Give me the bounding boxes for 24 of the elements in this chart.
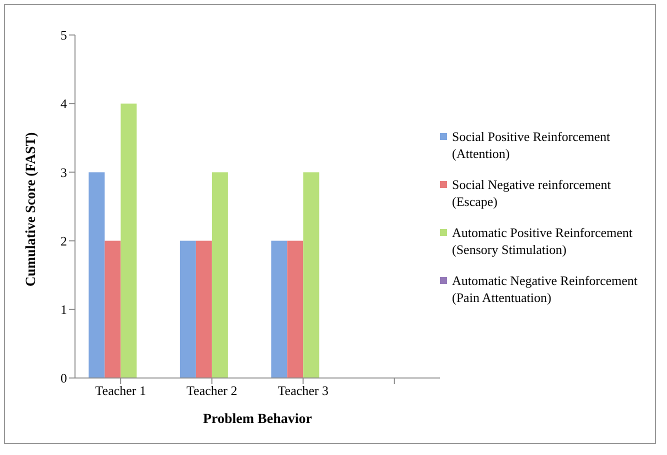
y-tick-label: 2: [60, 233, 67, 248]
y-axis-title: Cumulative Score (FAST): [24, 132, 39, 286]
bar: [88, 172, 105, 378]
bar: [212, 172, 228, 378]
legend-label: Social Negative reinforcement (Escape): [452, 176, 612, 210]
x-tick-label: Teacher 2: [186, 383, 238, 398]
bar: [120, 104, 137, 378]
bar: [303, 172, 320, 378]
legend-label: Automatic Positive Reinforcement (Sensory Stimulation): [452, 224, 634, 258]
y-tick-label: 5: [60, 28, 67, 43]
legend-label: Automatic Negative Reinforcement (Pain Attentuation): [452, 272, 639, 306]
bar: [180, 240, 196, 378]
x-tick-label: Teacher 3: [278, 383, 328, 398]
bar: [271, 240, 288, 378]
bar: [196, 240, 212, 378]
x-axis-title: Problem Behavior: [202, 412, 312, 427]
y-tick-label: 0: [60, 370, 67, 386]
y-tick-label: 1: [60, 302, 67, 318]
x-tick-label: Teacher 1: [95, 383, 146, 398]
legend-label: Social Positive Reinforcement (Attention): [452, 128, 612, 162]
y-tick-label: 4: [60, 96, 68, 112]
bar: [287, 240, 304, 378]
bar: [104, 240, 121, 378]
y-tick-label: 3: [60, 164, 67, 180]
